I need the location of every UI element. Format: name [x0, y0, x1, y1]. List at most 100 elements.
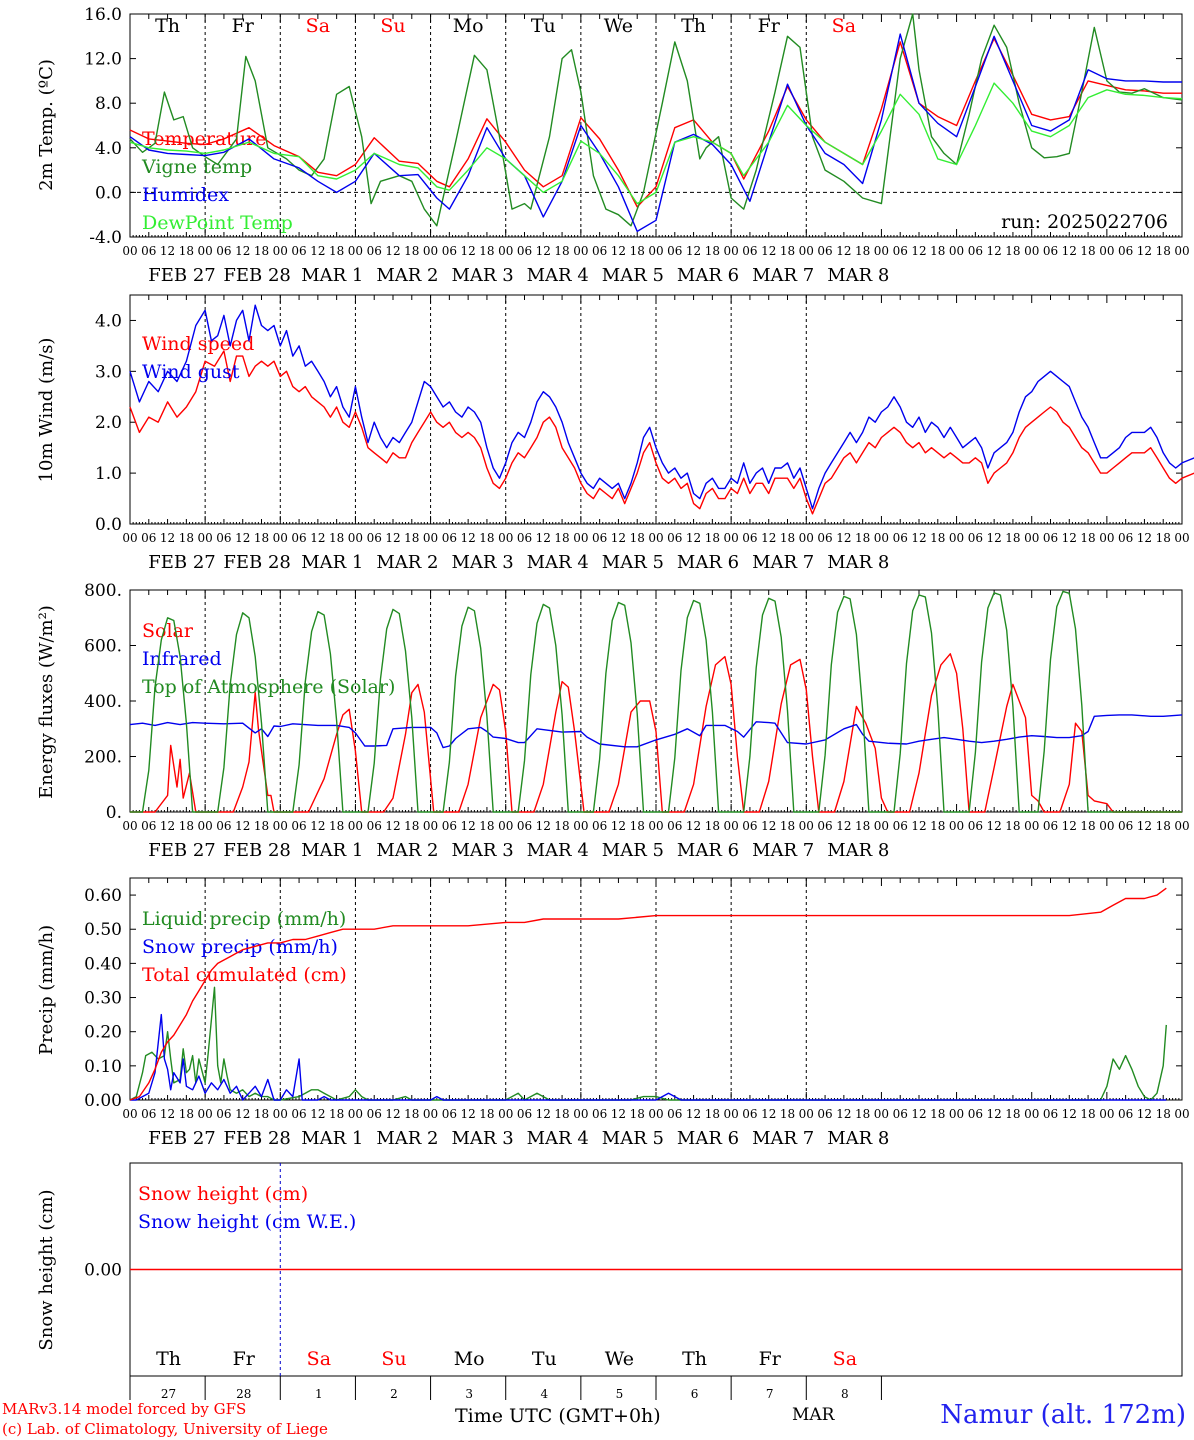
hour-tick-label: 00 — [122, 531, 137, 545]
hour-tick-label: 18 — [179, 819, 194, 833]
hour-tick-label: 00 — [198, 819, 213, 833]
hour-tick-label: 18 — [404, 244, 419, 258]
date-label: MAR 7 — [752, 265, 814, 286]
hour-tick-label: 12 — [836, 244, 851, 258]
hour-tick-label: 12 — [1062, 819, 1077, 833]
hour-tick-label: 12 — [686, 819, 701, 833]
hour-tick-label: 00 — [1024, 1107, 1039, 1121]
hour-tick-label: 12 — [836, 1107, 851, 1121]
hour-tick-label: 06 — [141, 819, 156, 833]
hour-tick-label: 06 — [216, 244, 231, 258]
hour-tick-label: 18 — [930, 531, 945, 545]
hour-tick-label: 06 — [667, 244, 682, 258]
day-number: 4 — [540, 1387, 548, 1401]
hour-tick-label: 06 — [1043, 819, 1058, 833]
hour-tick-label: 00 — [122, 244, 137, 258]
hour-tick-label: 06 — [893, 531, 908, 545]
hour-tick-label: 18 — [630, 531, 645, 545]
hour-tick-label: 12 — [461, 244, 476, 258]
hour-tick-label: 12 — [1062, 531, 1077, 545]
hour-tick-label: 18 — [1080, 531, 1095, 545]
series-line-humidex — [129, 33, 1182, 233]
hour-tick-label: 18 — [254, 1107, 269, 1121]
date-label: MAR 1 — [301, 840, 363, 861]
series-line-dewpoint-temp — [129, 82, 1183, 205]
hour-tick-label: 12 — [461, 531, 476, 545]
legend-entry: Solar — [142, 620, 194, 642]
hour-tick-label: 18 — [1005, 1107, 1020, 1121]
y-tick-label: -4.0 — [89, 228, 122, 248]
series-line-total-cumulated-cm- — [129, 887, 1167, 1101]
hour-tick-label: 18 — [404, 531, 419, 545]
y-tick-label: 0.60 — [84, 886, 122, 906]
hour-tick-label: 06 — [817, 819, 832, 833]
hour-tick-label: 18 — [1005, 531, 1020, 545]
run-label: run: 2025022706 — [1001, 211, 1168, 233]
hour-tick-label: 00 — [423, 1107, 438, 1121]
legend-entry: Total cumulated (cm) — [142, 964, 347, 986]
hour-tick-label: 06 — [592, 1107, 607, 1121]
hour-tick-label: 00 — [874, 244, 889, 258]
hour-tick-label: 00 — [648, 244, 663, 258]
hour-tick-label: 06 — [893, 244, 908, 258]
hour-tick-label: 00 — [949, 244, 964, 258]
hour-tick-label: 00 — [949, 819, 964, 833]
hour-tick-label: 18 — [554, 531, 569, 545]
hour-tick-label: 06 — [517, 531, 532, 545]
hour-tick-label: 18 — [855, 819, 870, 833]
hour-tick-label: 00 — [1024, 531, 1039, 545]
hour-tick-label: 06 — [968, 244, 983, 258]
hour-tick-label: 12 — [686, 531, 701, 545]
hour-tick-label: 18 — [404, 819, 419, 833]
hour-tick-label: 00 — [648, 1107, 663, 1121]
hour-tick-label: 18 — [254, 819, 269, 833]
hour-tick-label: 18 — [1005, 244, 1020, 258]
hour-tick-label: 00 — [198, 1107, 213, 1121]
hour-tick-label: 06 — [1043, 1107, 1058, 1121]
y-tick-label: 0.50 — [84, 920, 122, 940]
hour-tick-label: 18 — [630, 244, 645, 258]
hour-tick-label: 06 — [667, 1107, 682, 1121]
hour-tick-label: 12 — [987, 531, 1002, 545]
y-axis-label: Snow height (cm) — [36, 1189, 57, 1350]
hour-tick-label: 06 — [1118, 244, 1133, 258]
hour-tick-label: 18 — [404, 1107, 419, 1121]
hour-tick-label: 06 — [893, 1107, 908, 1121]
hour-tick-label: 06 — [367, 819, 382, 833]
hour-tick-label: 18 — [554, 1107, 569, 1121]
y-tick-label: 0.00 — [84, 1091, 122, 1111]
date-label: MAR 3 — [451, 265, 513, 286]
date-label: MAR 4 — [527, 552, 589, 573]
date-label: FEB 27 — [148, 552, 215, 573]
hour-tick-label: 12 — [836, 531, 851, 545]
lab-credit: (c) Lab. of Climatology, University of L… — [2, 1420, 328, 1438]
hour-tick-label: 06 — [592, 244, 607, 258]
y-tick-label: 600. — [84, 637, 122, 657]
hour-tick-label: 00 — [724, 1107, 739, 1121]
hour-tick-label: 00 — [1174, 1107, 1189, 1121]
hour-tick-label: 06 — [291, 819, 306, 833]
date-label: MAR 6 — [677, 1128, 739, 1149]
y-axis-label: Energy fluxes (W/m²) — [36, 605, 57, 799]
hour-tick-label: 12 — [160, 1107, 175, 1121]
hour-tick-label: 06 — [517, 819, 532, 833]
hour-tick-label: 18 — [780, 1107, 795, 1121]
day-name-top: Th — [681, 15, 706, 37]
date-label: MAR 7 — [752, 1128, 814, 1149]
hour-tick-label: 18 — [1156, 819, 1171, 833]
hour-tick-label: 06 — [817, 1107, 832, 1121]
hour-tick-label: 06 — [968, 531, 983, 545]
hour-tick-label: 00 — [348, 819, 363, 833]
hour-tick-label: 00 — [799, 531, 814, 545]
date-label: MAR 5 — [602, 840, 664, 861]
hour-tick-label: 06 — [216, 819, 231, 833]
y-tick-label: 200. — [84, 748, 122, 768]
hour-tick-label: 12 — [385, 244, 400, 258]
hour-tick-label: 12 — [911, 244, 926, 258]
panel-frame-0 — [129, 13, 1183, 238]
day-name-bottom: Sa — [833, 1348, 857, 1370]
hour-tick-label: 06 — [667, 819, 682, 833]
y-axis-label: Precip (mm/h) — [36, 925, 57, 1055]
hour-tick-label: 12 — [1062, 244, 1077, 258]
